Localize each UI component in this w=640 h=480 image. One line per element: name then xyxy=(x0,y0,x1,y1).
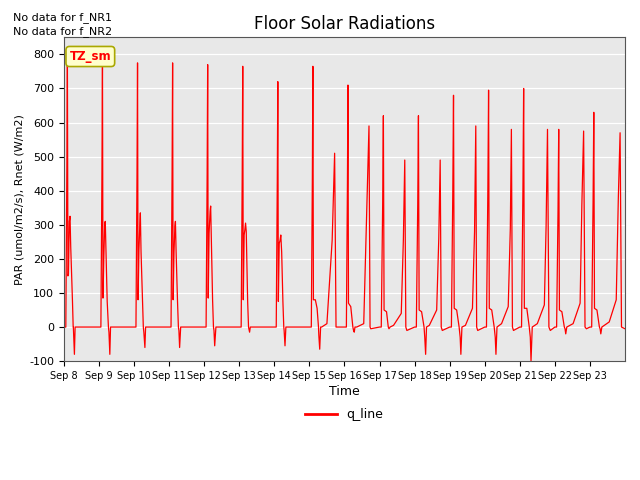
Text: No data for f_NR1: No data for f_NR1 xyxy=(13,12,112,23)
X-axis label: Time: Time xyxy=(329,385,360,398)
Text: No data for f_NR2: No data for f_NR2 xyxy=(13,26,112,37)
Title: Floor Solar Radiations: Floor Solar Radiations xyxy=(254,15,435,33)
Text: TZ_sm: TZ_sm xyxy=(70,50,111,63)
Y-axis label: PAR (umol/m2/s), Rnet (W/m2): PAR (umol/m2/s), Rnet (W/m2) xyxy=(15,114,25,285)
Legend: q_line: q_line xyxy=(300,403,388,426)
